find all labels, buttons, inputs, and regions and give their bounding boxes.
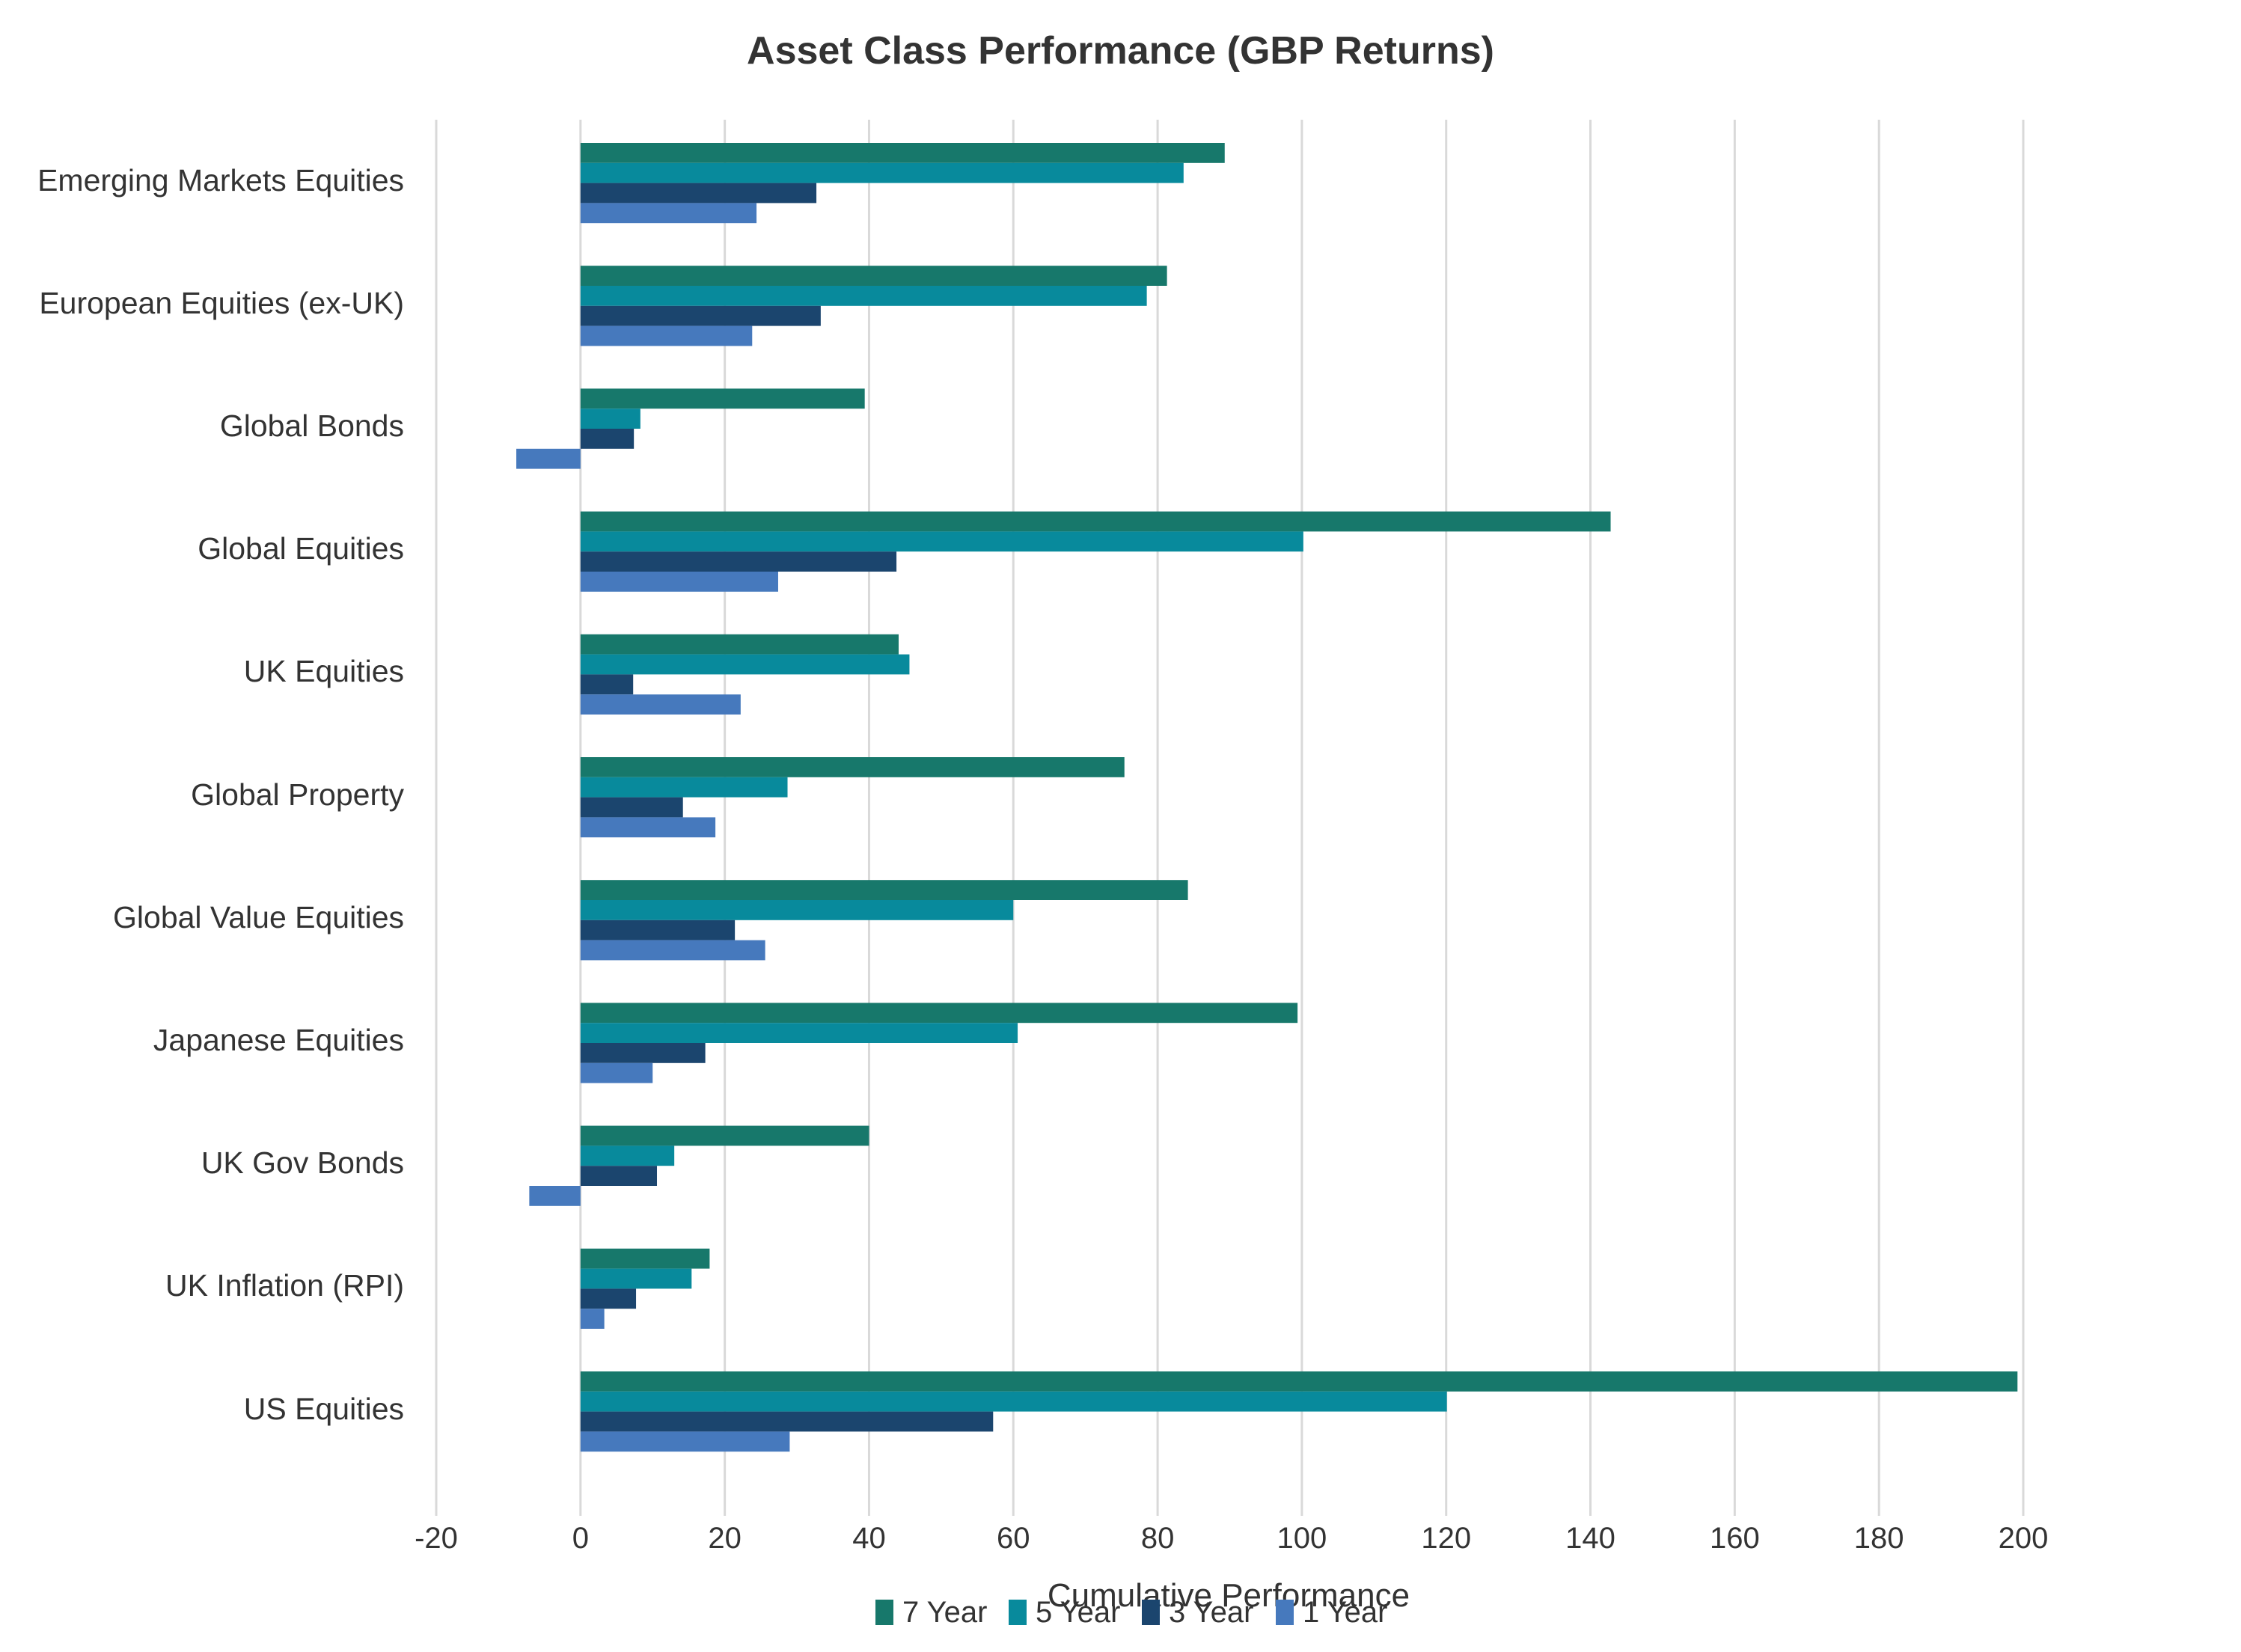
bars xyxy=(516,143,2018,1452)
x-tick-label: -20 xyxy=(415,1522,458,1555)
bar-1-year xyxy=(529,1186,581,1206)
bar-5-year xyxy=(580,900,1014,920)
bar-1-year xyxy=(516,448,581,469)
bar-7-year xyxy=(580,1371,2018,1392)
bar-1-year xyxy=(580,694,741,715)
bar-5-year xyxy=(580,1145,675,1166)
bar-7-year xyxy=(580,1125,869,1146)
x-tick-label: 0 xyxy=(572,1522,589,1555)
x-axis-title: Cumulative Performance xyxy=(1047,1577,1410,1614)
bar-1-year xyxy=(580,940,765,961)
legend-item: 7 Year xyxy=(875,1594,987,1631)
x-tick-label: 20 xyxy=(708,1522,742,1555)
bar-7-year xyxy=(580,880,1188,900)
category-label: Global Equities xyxy=(198,531,404,566)
bar-3-year xyxy=(580,1166,658,1186)
legend: 7 Year 5 Year 3 Year 1 Year xyxy=(0,1594,2241,1631)
bar-7-year xyxy=(580,266,1167,286)
bar-1-year xyxy=(580,1431,790,1452)
bar-3-year xyxy=(580,920,736,940)
bar-3-year xyxy=(580,551,897,572)
category-label: UK Inflation (RPI) xyxy=(165,1268,404,1303)
category-label: Emerging Markets Equities xyxy=(37,162,404,198)
bar-5-year xyxy=(580,162,1184,183)
x-tick-label: 100 xyxy=(1277,1522,1327,1555)
bar-3-year xyxy=(580,1288,637,1309)
bar-3-year xyxy=(580,305,821,326)
legend-swatch xyxy=(1276,1600,1294,1625)
bar-1-year xyxy=(580,325,753,346)
bar-5-year xyxy=(580,1268,692,1289)
bar-3-year xyxy=(580,1043,706,1063)
category-label: European Equities (ex-UK) xyxy=(39,285,404,320)
bar-5-year xyxy=(580,409,640,429)
category-label: US Equities xyxy=(243,1391,404,1426)
bar-7-year xyxy=(580,388,865,409)
legend-swatch xyxy=(1142,1600,1160,1625)
x-tick-label: 80 xyxy=(1140,1522,1175,1555)
legend-label: 7 Year xyxy=(902,1595,988,1629)
category-label: Global Property xyxy=(191,777,404,812)
legend-label: 3 Year xyxy=(1169,1595,1254,1629)
legend-swatch xyxy=(1009,1600,1027,1625)
bar-7-year xyxy=(580,634,899,655)
legend-label: 5 Year xyxy=(1036,1595,1121,1629)
bar-7-year xyxy=(580,757,1125,777)
bar-1-year xyxy=(580,1309,605,1329)
bar-7-year xyxy=(580,511,1611,532)
x-tick-label: 180 xyxy=(1853,1522,1904,1555)
x-tick-label: 140 xyxy=(1565,1522,1615,1555)
x-tick-label: 40 xyxy=(852,1522,886,1555)
bar-5-year xyxy=(580,286,1147,306)
bar-5-year xyxy=(580,1023,1018,1043)
category-label: Japanese Equities xyxy=(153,1023,404,1057)
category-label: UK Gov Bonds xyxy=(201,1145,404,1181)
bar-3-year xyxy=(580,429,635,449)
bar-5-year xyxy=(580,777,788,798)
bar-3-year xyxy=(580,1411,994,1432)
bar-3-year xyxy=(580,183,817,204)
bar-5-year xyxy=(580,1391,1447,1412)
bar-1-year xyxy=(580,1062,653,1083)
bar-5-year xyxy=(580,531,1303,552)
category-label: Global Value Equities xyxy=(113,899,404,934)
legend-item: 1 Year xyxy=(1276,1594,1387,1631)
legend-label: 1 Year xyxy=(1303,1595,1388,1629)
bar-7-year xyxy=(580,1003,1298,1024)
category-label: Global Bonds xyxy=(219,409,404,443)
bar-7-year xyxy=(580,1248,710,1269)
legend-item: 3 Year xyxy=(1142,1594,1253,1631)
bar-1-year xyxy=(580,817,716,838)
x-tick-label: 120 xyxy=(1421,1522,1472,1555)
chart-title: Asset Class Performance (GBP Returns) xyxy=(747,29,1494,73)
legend-item: 5 Year xyxy=(1009,1594,1120,1631)
bar-3-year xyxy=(580,797,683,818)
bar-1-year xyxy=(580,203,757,224)
x-tick-label: 60 xyxy=(997,1522,1030,1555)
legend-swatch xyxy=(875,1600,893,1625)
bar-5-year xyxy=(580,654,910,675)
bar-7-year xyxy=(580,143,1225,163)
bar-1-year xyxy=(580,572,778,592)
bar-3-year xyxy=(580,674,634,695)
x-tick-label: 160 xyxy=(1709,1522,1760,1555)
category-label: UK Equities xyxy=(243,654,404,689)
x-tick-label: 200 xyxy=(1998,1522,2049,1555)
